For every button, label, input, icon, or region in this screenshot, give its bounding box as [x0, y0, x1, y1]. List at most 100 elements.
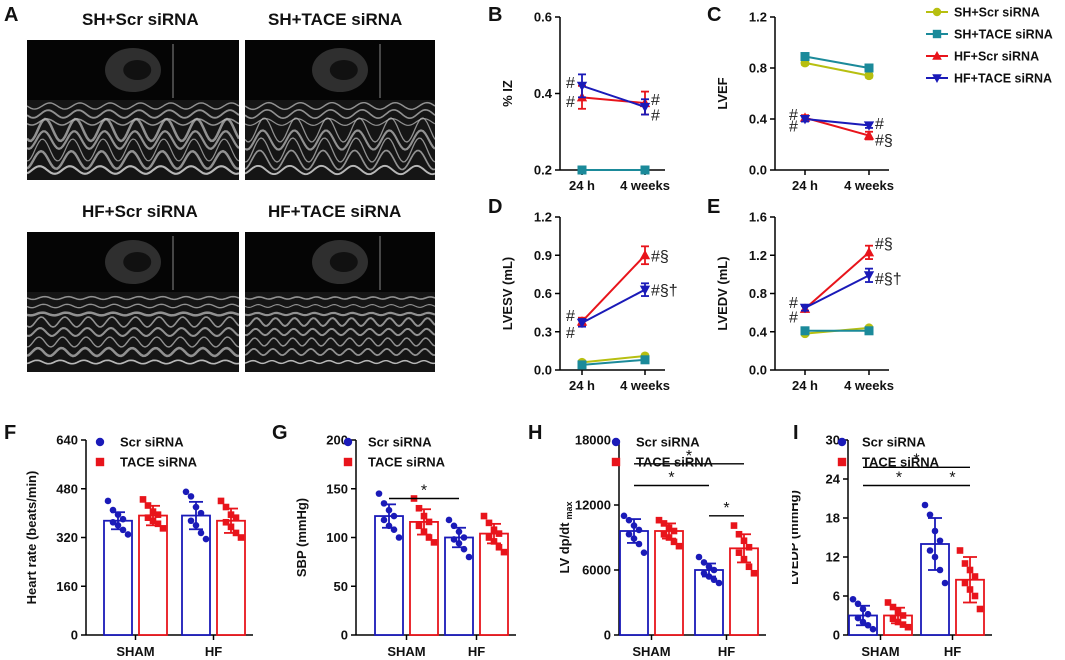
legend-label-0: SH+Scr siRNA — [954, 6, 1040, 20]
data-point — [620, 512, 628, 520]
data-point-3-0 — [576, 318, 588, 329]
x-tick-label: HF — [468, 644, 485, 659]
x-tick-label: HF — [718, 644, 735, 659]
data-point — [154, 520, 162, 528]
y-axis-label: LVEDP (mmHg) — [792, 490, 801, 585]
data-point — [740, 555, 748, 563]
data-point — [625, 516, 633, 524]
data-point — [380, 516, 388, 524]
annotation: #§ — [875, 236, 893, 253]
series-line-3 — [804, 274, 870, 309]
data-point — [395, 534, 403, 541]
chart-g-sbp: 0 50 100 150 200 SHAM HF SBP (mmHg) * Scr siRNA TA… — [294, 433, 516, 659]
y-tick-label: 1.6 — [749, 210, 767, 225]
data-point — [675, 542, 683, 550]
legend-label-0: Scr siRNA — [862, 435, 926, 450]
data-point — [197, 509, 205, 517]
panel-label-e: E — [707, 196, 721, 218]
data-point-3-1 — [639, 102, 651, 113]
annotation: #§ — [651, 248, 669, 265]
panel-label-f: F — [4, 422, 17, 444]
data-point-1-1 — [864, 326, 874, 336]
data-point-3-1 — [863, 271, 875, 281]
data-point-3-0 — [799, 303, 811, 314]
y-tick-label: 0.2 — [534, 163, 552, 178]
series-line-3 — [804, 118, 870, 127]
significance-star: * — [913, 451, 919, 468]
data-point — [630, 535, 638, 542]
legend-label-1: SH+TACE siRNA — [954, 28, 1053, 42]
significance-star: * — [723, 500, 729, 517]
y-tick-label: 640 — [56, 433, 78, 448]
legend-label-3: HF+TACE siRNA — [954, 72, 1052, 86]
data-point — [660, 530, 668, 538]
series-line-1 — [581, 358, 646, 366]
data-point-1-1 — [864, 63, 874, 73]
data-point — [217, 497, 225, 505]
data-point — [931, 553, 939, 561]
data-point — [202, 535, 210, 543]
data-point — [144, 502, 152, 509]
data-point — [700, 559, 708, 566]
data-point — [660, 520, 668, 527]
y-tick-label: 24 — [826, 472, 841, 487]
y-tick-label: 150 — [326, 481, 348, 496]
chart-e-lvedv: 0.0 0.4 0.8 1.2 1.6 24 h 4 weeks LVEDV (mL) ## #§… — [715, 210, 902, 394]
data-point — [745, 543, 753, 551]
data-point — [425, 518, 433, 526]
legend-marker-1 — [932, 29, 942, 39]
data-point-0-1 — [864, 71, 874, 81]
y-axis-label: LVEF — [715, 77, 730, 109]
significance-star: * — [668, 470, 674, 487]
data-point — [227, 511, 235, 518]
y-tick-label: 0.4 — [534, 86, 553, 101]
echo-title-hf-tace: HF+TACE siRNA — [268, 202, 402, 221]
data-point-1-1 — [640, 165, 650, 175]
series-line-2 — [581, 96, 646, 105]
bar-0-0 — [619, 530, 649, 636]
y-axis-label-subscript: max — [564, 501, 574, 519]
y-tick-label: 0.6 — [534, 10, 552, 25]
data-point — [936, 566, 944, 574]
echo-image-sh-tace — [245, 40, 435, 180]
legend-label-0: Scr siRNA — [368, 435, 432, 450]
data-point — [485, 519, 493, 527]
y-tick-label: 480 — [56, 481, 78, 496]
echo-image-sh-scr — [27, 40, 239, 180]
data-point — [420, 512, 428, 520]
data-point — [926, 547, 934, 554]
data-point — [750, 569, 758, 577]
data-point — [385, 506, 393, 514]
panel-label-i: I — [793, 422, 799, 444]
data-point — [889, 615, 897, 623]
data-point — [192, 522, 200, 529]
bar-0-0 — [374, 515, 404, 636]
data-point — [941, 579, 949, 587]
data-point — [740, 537, 748, 545]
data-point — [237, 534, 245, 541]
data-point — [700, 569, 708, 577]
significance-star: * — [949, 470, 955, 487]
y-tick-label: 0.4 — [749, 324, 768, 339]
data-point — [139, 496, 147, 503]
data-point — [625, 530, 633, 538]
data-point — [630, 522, 638, 529]
data-point — [144, 514, 152, 521]
data-point — [192, 503, 200, 511]
y-axis-label: % IZ — [500, 80, 515, 107]
data-point — [109, 518, 117, 526]
data-point — [500, 548, 508, 556]
chart-f-heart-rate: 0 160 320 480 640 SHAM HF Heart rate (beats/min… — [24, 433, 253, 659]
data-point — [485, 534, 493, 541]
data-point — [859, 605, 867, 613]
series-line-1 — [804, 55, 870, 69]
data-point-3-0 — [799, 114, 811, 125]
data-point — [921, 501, 929, 509]
data-point — [187, 517, 195, 525]
y-tick-label: 0.0 — [749, 163, 767, 178]
data-point — [222, 518, 230, 526]
annotation: # — [566, 94, 575, 111]
data-point — [710, 576, 718, 584]
